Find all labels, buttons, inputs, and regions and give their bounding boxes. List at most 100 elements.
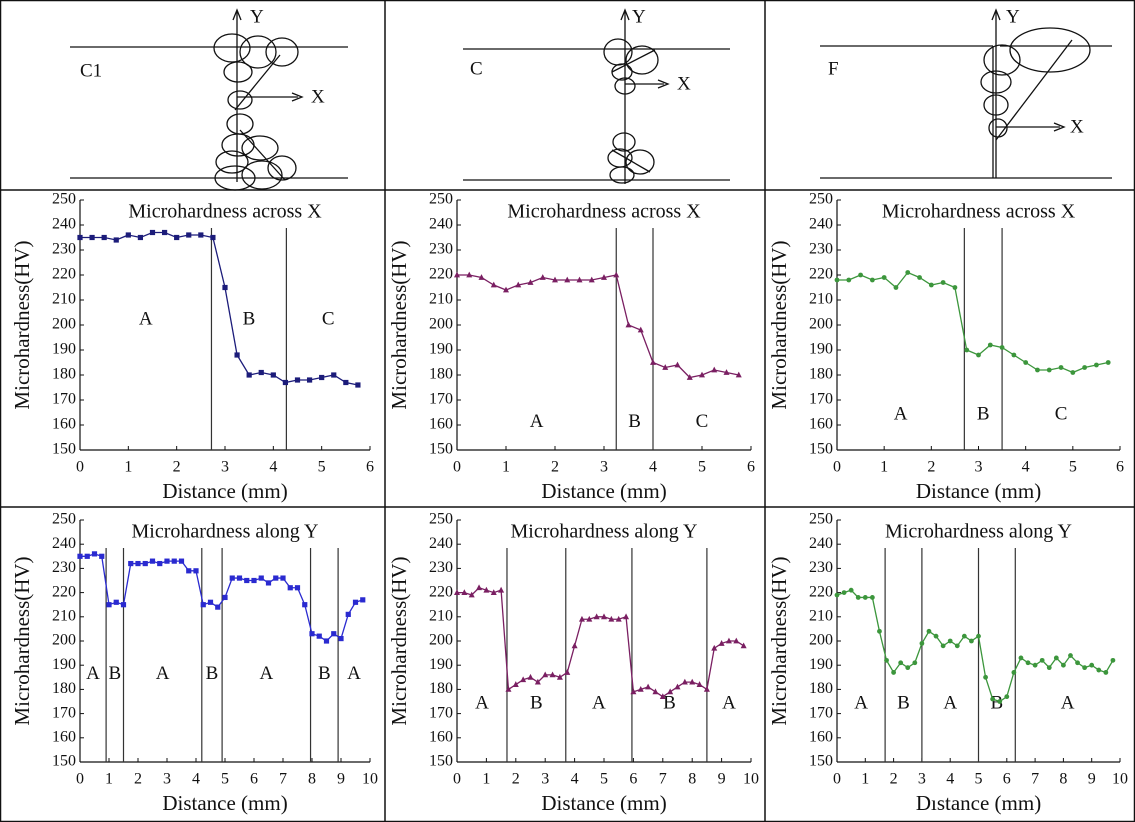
marker xyxy=(1046,367,1052,373)
marker xyxy=(520,676,527,683)
y-tick-label: 170 xyxy=(52,391,76,408)
diagram-label: F xyxy=(828,58,839,79)
marker xyxy=(1105,360,1111,365)
x-tick-label: 0 xyxy=(833,771,841,788)
y-tick-label: 150 xyxy=(52,753,76,770)
x-tick-label: 3 xyxy=(221,459,229,476)
zone-label: A xyxy=(894,403,908,424)
marker xyxy=(1032,662,1038,668)
marker xyxy=(689,678,696,685)
marker xyxy=(999,345,1005,350)
marker xyxy=(331,372,337,378)
marker xyxy=(862,595,868,600)
marker xyxy=(952,285,958,290)
y-tick-label: 200 xyxy=(809,632,833,649)
marker xyxy=(940,643,946,649)
marker xyxy=(490,589,497,595)
marker xyxy=(77,234,83,241)
x-tick-label: 3 xyxy=(975,459,983,476)
x-tick-label: 9 xyxy=(337,771,345,788)
marker xyxy=(454,271,460,278)
marker xyxy=(667,688,674,695)
y-tick-label: 160 xyxy=(809,416,833,433)
marker xyxy=(77,553,83,559)
marker xyxy=(699,371,705,378)
y-tick-label: 210 xyxy=(429,607,453,624)
y-tick-label: 200 xyxy=(809,316,833,333)
y-tick-label: 240 xyxy=(52,535,76,552)
marker xyxy=(355,382,361,388)
data-line xyxy=(836,589,1114,703)
zone-label: A xyxy=(854,692,868,713)
marker xyxy=(142,560,148,567)
y-tick-label: 190 xyxy=(429,341,453,358)
y-tick-label: 250 xyxy=(52,191,76,208)
x-tick-label: 4 xyxy=(571,771,579,788)
marker xyxy=(222,594,228,601)
y-axis-title: Microhardness(HV) xyxy=(387,556,411,725)
marker xyxy=(625,321,632,328)
y-tick-label: 230 xyxy=(809,559,833,576)
marker xyxy=(149,558,156,564)
marker xyxy=(855,595,861,600)
marker xyxy=(534,678,541,685)
marker xyxy=(578,615,585,622)
marker xyxy=(302,602,308,608)
zone-label: B xyxy=(318,663,331,684)
y-tick-label: 220 xyxy=(809,583,833,600)
marker xyxy=(157,560,163,567)
marker xyxy=(891,670,896,675)
y-axis-title: Microhardness(HV) xyxy=(10,556,34,725)
marker xyxy=(483,586,490,593)
zone-label: B xyxy=(206,663,219,684)
y-tick-label: 190 xyxy=(52,656,76,673)
marker xyxy=(137,234,144,241)
y-tick-label: 170 xyxy=(429,704,453,721)
marker xyxy=(280,575,286,581)
x-tick-label: 10 xyxy=(743,771,759,788)
marker xyxy=(113,237,119,243)
x-tick-label: 3 xyxy=(918,771,926,788)
zone-label: C xyxy=(322,308,335,329)
marker xyxy=(331,631,337,637)
marker xyxy=(319,374,325,381)
y-tick-label: 150 xyxy=(429,753,453,770)
marker xyxy=(869,595,875,600)
diagram-label: C1 xyxy=(80,60,102,81)
x-tick-label: 2 xyxy=(927,459,935,476)
marker xyxy=(556,673,563,680)
x-tick-label: 0 xyxy=(453,459,461,476)
marker xyxy=(542,671,549,678)
y-tick-label: 190 xyxy=(809,656,833,673)
marker xyxy=(527,673,534,680)
y-tick-label: 200 xyxy=(429,316,453,333)
marker xyxy=(273,575,279,581)
marker xyxy=(1004,694,1010,700)
marker xyxy=(588,276,595,283)
marker xyxy=(718,640,725,646)
marker xyxy=(246,372,252,378)
y-tick-label: 180 xyxy=(52,366,76,383)
marker xyxy=(468,591,475,598)
zone-label: A xyxy=(1061,692,1075,713)
marker xyxy=(1046,665,1052,671)
x-tick-label: 10 xyxy=(1112,771,1128,788)
marker xyxy=(961,633,967,639)
y-tick-label: 200 xyxy=(52,632,76,649)
marker xyxy=(1018,655,1024,661)
marker xyxy=(258,369,264,376)
y-tick-label: 160 xyxy=(429,416,453,433)
marker xyxy=(834,277,840,283)
y-tick-label: 220 xyxy=(809,266,833,283)
x-tick-label: 4 xyxy=(192,771,200,788)
zone-label: C xyxy=(1055,403,1068,424)
zone-label: A xyxy=(347,663,361,684)
marker xyxy=(505,686,512,692)
marker xyxy=(926,628,932,634)
chart-title: Microhardness across X xyxy=(128,201,322,223)
marker xyxy=(919,641,925,646)
marker xyxy=(881,275,887,280)
marker xyxy=(222,284,228,291)
axis-label: X xyxy=(1070,116,1084,137)
marker xyxy=(681,678,688,685)
